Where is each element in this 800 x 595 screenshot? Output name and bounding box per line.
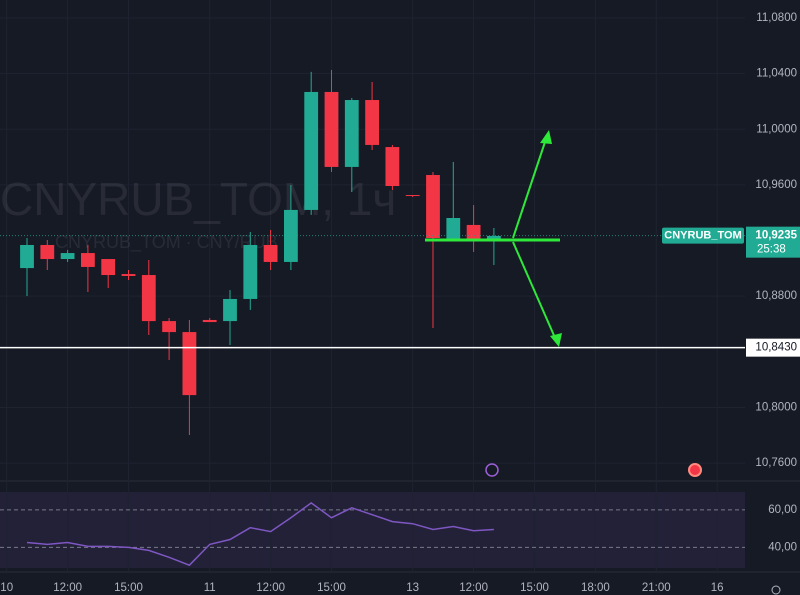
candle-body <box>486 235 501 240</box>
candle-body <box>101 259 116 276</box>
price-label: 10,8430 <box>755 342 797 354</box>
arrow-head <box>540 130 552 144</box>
candle-body <box>466 224 481 240</box>
candle-body <box>263 244 278 262</box>
event-icon[interactable] <box>688 463 702 477</box>
settings-icon[interactable] <box>771 585 781 595</box>
x-tick-label: 15:00 <box>114 582 143 594</box>
x-tick-label: 15:00 <box>520 582 549 594</box>
y-tick-label: 11,0800 <box>756 12 797 24</box>
y-tick-label: 60,00 <box>768 504 797 516</box>
y-tick-label: 11,0400 <box>756 68 797 80</box>
x-tick-label: 12:00 <box>53 582 82 594</box>
candle-body <box>385 147 400 186</box>
candle-body <box>243 244 258 299</box>
candle-body <box>304 91 319 210</box>
y-tick-label: 10,7600 <box>755 457 797 469</box>
candle-body <box>40 244 55 260</box>
x-tick-label: 12:00 <box>256 582 285 594</box>
last-price-label: 10,9235 <box>755 230 797 242</box>
rsi-pane <box>0 492 745 568</box>
watermark: CNYRUB_TOM, 1ч <box>0 173 396 225</box>
candle-body <box>80 253 95 267</box>
candle-body <box>162 321 176 333</box>
candle-body <box>426 175 440 239</box>
candle-body <box>20 244 34 269</box>
x-tick-label: 16 <box>711 582 724 594</box>
x-tick-label: 21:00 <box>642 582 671 594</box>
arrow-head <box>550 333 562 347</box>
candle-body <box>283 209 298 262</box>
candle-body <box>141 275 156 322</box>
y-tick-label: 10,8000 <box>755 401 797 413</box>
candle-body <box>446 217 461 240</box>
x-tick-label: 18:00 <box>581 582 610 594</box>
symbol-label: CNYRUB_TOM <box>664 230 741 242</box>
x-tick-label: 13 <box>406 582 419 594</box>
rsi-line <box>26 501 494 567</box>
y-tick-label: 10,8800 <box>755 290 797 302</box>
event-icon[interactable] <box>485 463 499 477</box>
candle-body <box>121 274 136 277</box>
drawing-arrow <box>512 135 548 239</box>
last-price-box <box>746 226 800 258</box>
candle-body <box>60 253 75 260</box>
symbol-label-box <box>662 227 744 244</box>
x-tick-label: 11 <box>204 582 216 594</box>
candle-body <box>365 100 379 145</box>
candle-body <box>344 100 359 167</box>
y-tick-label: 11,0000 <box>756 123 797 135</box>
drawing-arrow <box>512 241 557 341</box>
candle-body <box>182 332 197 396</box>
y-tick-label: 10,9600 <box>755 179 797 191</box>
x-tick-label: 10 <box>0 582 13 594</box>
candle-body <box>324 91 339 167</box>
candle-body <box>405 195 420 197</box>
y-tick-label: 40,00 <box>768 541 797 553</box>
x-tick-label: 15:00 <box>317 582 346 594</box>
candle-body <box>223 298 237 322</box>
candle-body <box>202 319 217 323</box>
countdown: 25:38 <box>757 244 786 256</box>
x-tick-label: 12:00 <box>459 582 488 594</box>
price-label-box <box>746 338 800 357</box>
watermark: CNYRUB_TOM · CNY/RUB <box>55 232 278 253</box>
